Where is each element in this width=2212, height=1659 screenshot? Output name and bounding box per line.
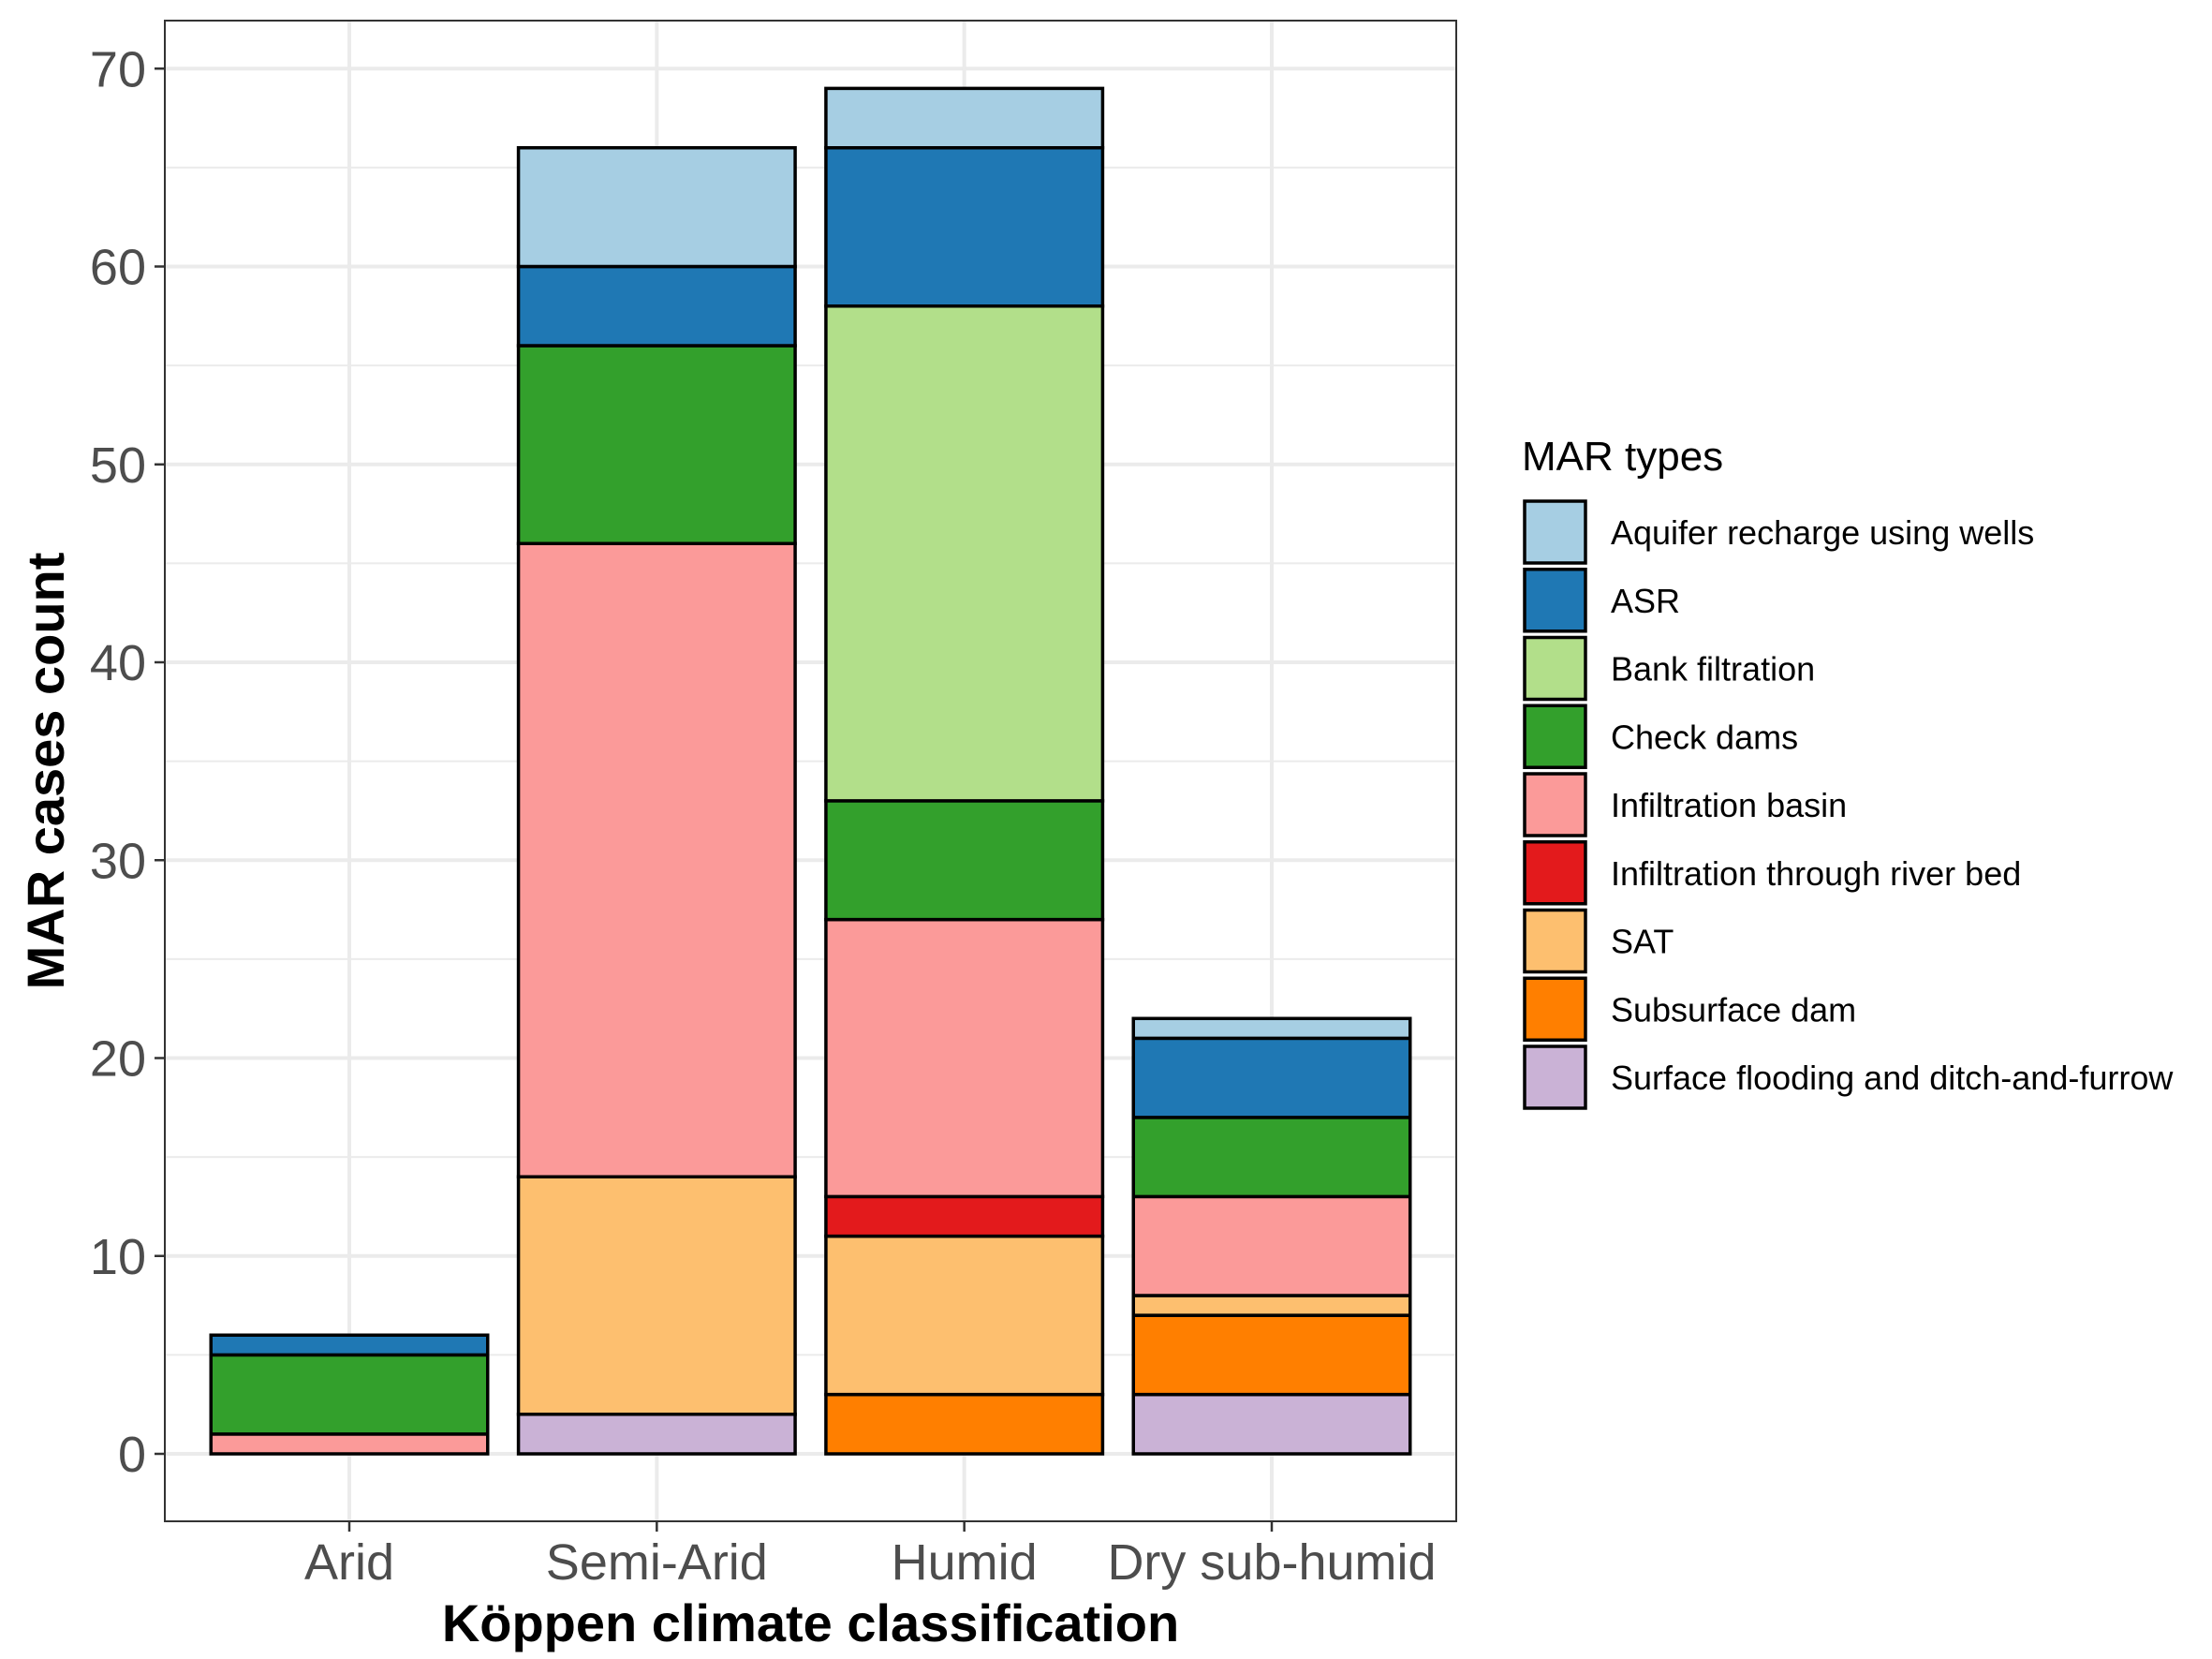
y-tick-label: 0 bbox=[118, 1427, 146, 1483]
legend-key bbox=[1523, 1044, 1587, 1110]
legend-key bbox=[1523, 704, 1587, 769]
bar-segment bbox=[516, 344, 797, 545]
bar-segment bbox=[516, 1175, 797, 1416]
bar-segment bbox=[824, 917, 1105, 1199]
legend-label: Surface flooding and ditch-and-furrow bbox=[1611, 1059, 2174, 1097]
y-tick-label: 20 bbox=[90, 1031, 146, 1088]
y-tick-label: 50 bbox=[90, 437, 146, 494]
x-tick-label: Arid bbox=[304, 1534, 394, 1591]
bar-segment bbox=[1131, 1016, 1412, 1041]
bar-segment bbox=[1131, 1194, 1412, 1297]
legend-key bbox=[1523, 976, 1587, 1042]
bar-segment bbox=[1131, 1036, 1412, 1119]
legend-key bbox=[1523, 635, 1587, 702]
bar-segment bbox=[824, 799, 1105, 922]
legend-label: Infiltration through river bed bbox=[1611, 854, 2021, 893]
y-tick-label: 30 bbox=[90, 833, 146, 889]
legend-items: Aquifer recharge using wells ASR Bank filt… bbox=[1523, 499, 2174, 1110]
bar-segment bbox=[824, 1194, 1105, 1238]
legend-key bbox=[1523, 908, 1587, 974]
bar-segment bbox=[209, 1353, 490, 1436]
legend-label: Check dams bbox=[1611, 718, 1798, 756]
y-tick-label: 70 bbox=[90, 41, 146, 97]
bar-segment bbox=[824, 146, 1105, 308]
legend-title: MAR types bbox=[1522, 434, 1723, 480]
x-tick-label: Humid bbox=[892, 1534, 1038, 1591]
y-tick-label: 60 bbox=[90, 240, 146, 296]
bar-segment bbox=[209, 1333, 490, 1357]
bar-segment bbox=[209, 1432, 490, 1456]
legend: MAR types Aquifer recharge using wells AS… bbox=[1522, 434, 2174, 1110]
bar-segment bbox=[516, 1413, 797, 1456]
legend-label: Infiltration basin bbox=[1611, 786, 1847, 824]
bar-segment bbox=[1131, 1392, 1412, 1456]
legend-key bbox=[1523, 840, 1587, 906]
x-tick-label: Dry sub-humid bbox=[1107, 1534, 1436, 1591]
bar-segment bbox=[516, 264, 797, 348]
y-tick-label: 40 bbox=[90, 635, 146, 691]
x-axis-ticks: Arid Semi-Arid Humid Dry sub-humid bbox=[304, 1521, 1437, 1591]
legend-label: SAT bbox=[1611, 923, 1674, 961]
legend-label: ASR bbox=[1611, 582, 1680, 620]
bar-segment bbox=[824, 304, 1105, 803]
x-axis-title: Köppen climate classification bbox=[442, 1593, 1179, 1652]
x-tick-label: Semi-Arid bbox=[546, 1534, 768, 1591]
legend-label: Aquifer recharge using wells bbox=[1611, 513, 2034, 552]
bar-segment bbox=[824, 86, 1105, 150]
y-tick-label: 10 bbox=[90, 1229, 146, 1285]
bar-segment bbox=[1131, 1294, 1412, 1317]
bar-segment bbox=[824, 1234, 1105, 1397]
legend-key bbox=[1523, 772, 1587, 837]
bar-segment bbox=[1131, 1116, 1412, 1199]
bar-segment bbox=[824, 1392, 1105, 1456]
bar-segment bbox=[516, 541, 797, 1178]
bar-segment bbox=[516, 146, 797, 269]
bars bbox=[209, 86, 1412, 1456]
plot-panel-border bbox=[164, 20, 1457, 1522]
legend-key bbox=[1523, 499, 1587, 565]
legend-label: Subsurface dam bbox=[1611, 990, 1856, 1029]
y-axis-title: MAR cases count bbox=[16, 553, 75, 990]
legend-label: Bank filtration bbox=[1611, 650, 1815, 689]
y-axis-ticks: 0 10 20 30 40 50 60 70 bbox=[90, 41, 165, 1483]
bar-segment bbox=[1131, 1313, 1412, 1397]
legend-key bbox=[1523, 568, 1587, 633]
